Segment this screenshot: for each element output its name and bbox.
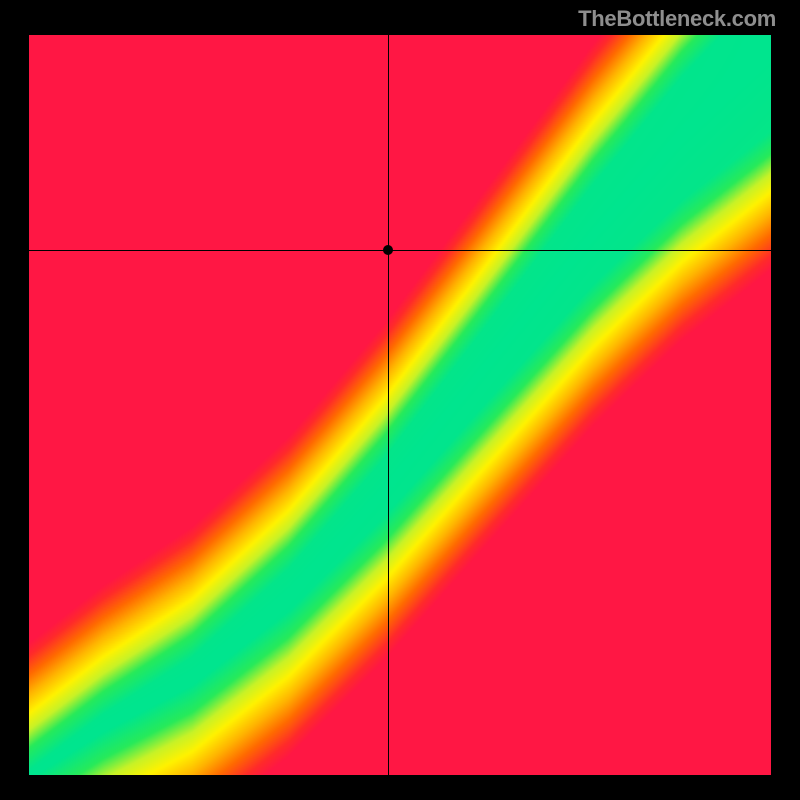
heatmap-canvas	[29, 35, 771, 775]
heatmap-plot	[29, 35, 771, 775]
watermark-text: TheBottleneck.com	[578, 6, 776, 32]
chart-frame: TheBottleneck.com	[0, 0, 800, 800]
